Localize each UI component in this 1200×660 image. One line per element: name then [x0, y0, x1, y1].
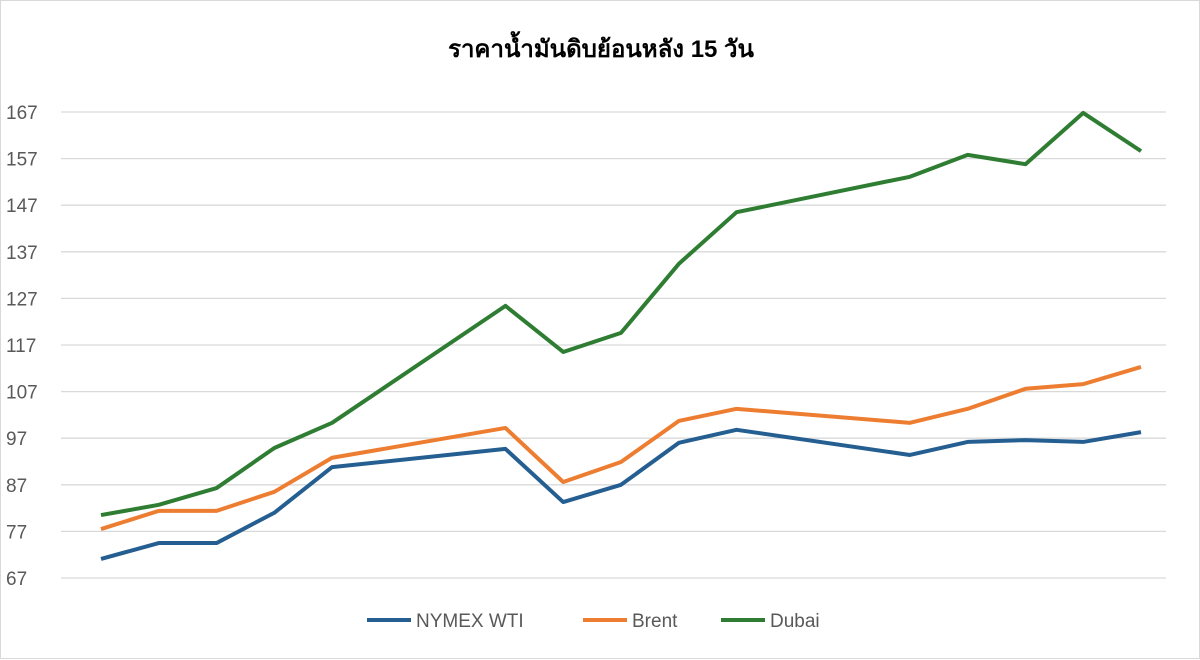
y-tick-label: 167: [6, 103, 38, 124]
y-tick-label: 87: [6, 476, 27, 497]
legend-label: Brent: [632, 611, 678, 632]
y-tick-label: 137: [6, 243, 38, 264]
y-tick-label: 77: [6, 522, 27, 543]
y-tick-label: 117: [6, 336, 36, 357]
y-tick-label: 67: [6, 569, 27, 590]
legend-label: Dubai: [770, 611, 820, 632]
y-tick-label: 147: [6, 196, 38, 217]
series-line-dubai: [101, 113, 1141, 515]
legend-label: NYMEX WTI: [416, 611, 524, 632]
legend-item: Brent: [583, 611, 678, 632]
y-tick-label: 157: [6, 150, 38, 171]
legend-item: NYMEX WTI: [367, 611, 524, 632]
series-line-nymex-wti: [101, 430, 1141, 559]
y-tick-label: 97: [6, 429, 27, 450]
y-tick-label: 127: [6, 289, 38, 310]
legend-item: Dubai: [721, 611, 820, 632]
y-tick-label: 107: [6, 383, 38, 404]
